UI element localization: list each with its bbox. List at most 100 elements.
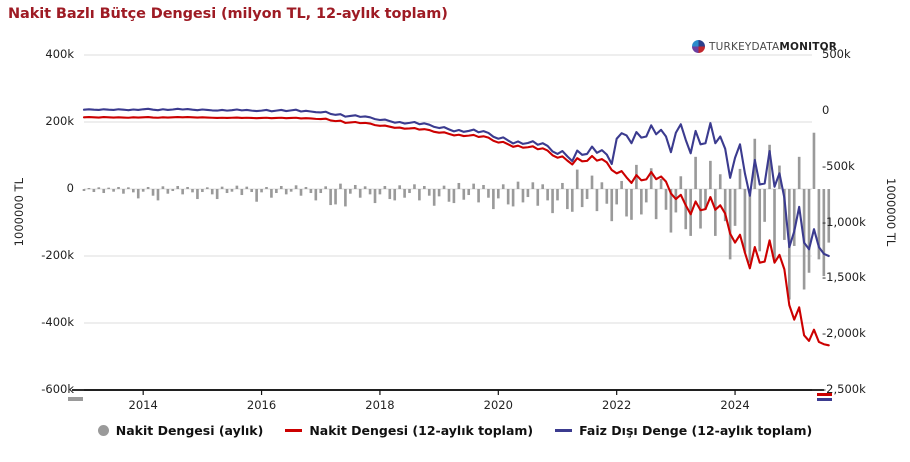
bar	[812, 132, 816, 189]
bar	[363, 186, 367, 189]
bar	[334, 189, 337, 205]
x-axis-tick-label: 2018	[365, 398, 395, 412]
legend-label: Nakit Dengesi (12-aylık toplam)	[309, 423, 534, 438]
bar	[649, 168, 653, 189]
bar	[423, 185, 426, 189]
bar	[127, 187, 130, 189]
bar	[718, 174, 722, 189]
bar	[758, 189, 762, 252]
bar	[654, 189, 658, 220]
bar	[358, 189, 362, 198]
bar	[669, 189, 673, 233]
y-axis-right-tick-label: 0	[822, 102, 830, 117]
bar	[561, 182, 564, 189]
x-axis-tick-label: 2022	[602, 398, 632, 412]
bar	[136, 189, 140, 199]
bar	[186, 186, 189, 189]
bar	[585, 189, 589, 200]
y-axis-left-tick-label: 0	[66, 181, 74, 195]
bar	[447, 189, 451, 202]
bar	[260, 189, 263, 193]
bar	[201, 189, 204, 193]
bar	[704, 189, 707, 210]
bar	[339, 183, 342, 189]
bar	[117, 186, 120, 189]
bar	[570, 189, 574, 212]
bar	[176, 185, 180, 189]
bar	[107, 187, 110, 189]
bar	[694, 156, 697, 189]
bar	[205, 187, 209, 189]
watermark-text: TURKEYDATAMONITOR	[709, 41, 837, 53]
bar	[393, 189, 397, 201]
bar	[156, 189, 160, 201]
bar	[304, 186, 308, 189]
bar	[353, 184, 357, 189]
bar	[644, 189, 648, 203]
bar	[442, 185, 446, 189]
bar	[679, 176, 683, 189]
bar	[768, 144, 771, 189]
bar	[511, 189, 515, 207]
bar	[215, 189, 219, 200]
legend-item[interactable]: Nakit Dengesi (12-aylık toplam)	[285, 423, 533, 438]
legend-dot-icon	[97, 425, 109, 436]
bar	[575, 169, 579, 189]
bar	[437, 189, 441, 197]
bar	[383, 185, 387, 189]
bar	[783, 189, 786, 240]
turkeydatamonitor-logo-icon	[692, 40, 705, 53]
bar	[329, 189, 332, 206]
bar	[467, 189, 471, 196]
legend-line-icon	[555, 429, 573, 432]
bar	[141, 189, 145, 192]
bar	[748, 189, 752, 263]
y-axis-right-tick-label: -1,500k	[822, 270, 866, 285]
axis-endmark-left	[68, 397, 83, 401]
bar	[477, 189, 480, 203]
bar	[743, 189, 747, 253]
bar	[462, 189, 466, 200]
bar	[807, 189, 811, 273]
bar	[714, 189, 717, 236]
axis-endmark-right	[817, 393, 832, 402]
bar	[674, 189, 678, 213]
bar	[501, 184, 505, 189]
bar	[723, 189, 727, 222]
bar	[87, 188, 91, 190]
bar	[403, 189, 406, 198]
x-axis-tick-label: 2014	[128, 398, 158, 412]
bar	[97, 187, 101, 189]
bar	[728, 189, 732, 260]
y-axis-right-tick-label: -2,000k	[822, 326, 866, 341]
bar	[531, 182, 535, 189]
bar	[492, 189, 495, 210]
bar	[373, 189, 377, 204]
bar	[314, 189, 318, 201]
bar	[122, 189, 125, 194]
bar	[566, 189, 569, 210]
legend-item[interactable]: Faiz Dışı Denge (12-aylık toplam)	[555, 423, 812, 438]
bar	[610, 189, 614, 222]
legend-item[interactable]: Nakit Dengesi (aylık)	[97, 423, 263, 438]
bar	[822, 189, 826, 277]
bar	[240, 189, 244, 196]
bar	[171, 189, 175, 192]
bar	[220, 186, 224, 189]
bar	[472, 183, 475, 189]
bar	[270, 189, 273, 198]
bar	[166, 189, 170, 194]
bar	[225, 189, 229, 194]
bar	[418, 189, 421, 201]
bar	[181, 189, 184, 195]
bar	[289, 189, 293, 192]
bar	[709, 160, 712, 189]
bar	[92, 189, 96, 193]
x-axis-tick-label: 2020	[483, 398, 513, 412]
y-axis-right-tick-label: 500k	[822, 47, 851, 61]
bar	[324, 186, 327, 189]
bar	[773, 189, 776, 263]
bar	[664, 189, 668, 210]
bar	[556, 189, 559, 201]
